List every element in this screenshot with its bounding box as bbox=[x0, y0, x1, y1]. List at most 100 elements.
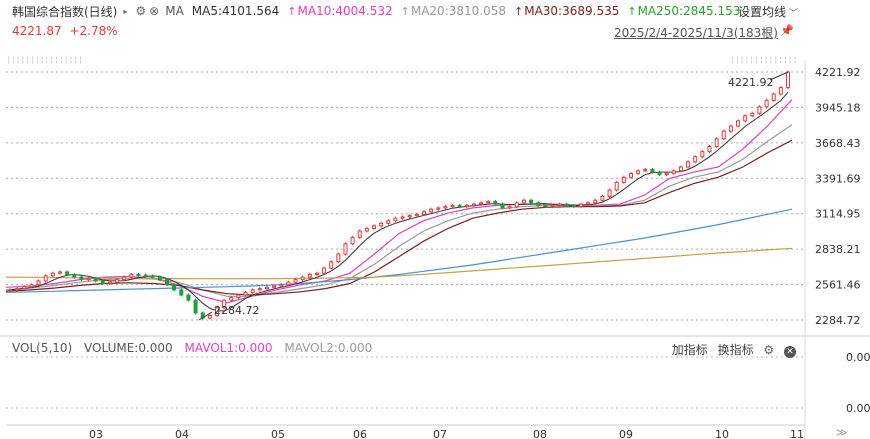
candle-body bbox=[100, 280, 105, 284]
candle-body bbox=[222, 299, 227, 309]
chevron-down-icon: ﹀ bbox=[788, 9, 798, 19]
low-arrow bbox=[198, 311, 213, 321]
candle-body bbox=[571, 204, 576, 208]
candle-body bbox=[593, 199, 598, 204]
candle-body bbox=[429, 208, 434, 213]
ma-line-ma120 bbox=[5, 208, 793, 293]
candle-body bbox=[664, 172, 669, 176]
candle-body bbox=[250, 289, 255, 293]
candle-body bbox=[300, 276, 305, 281]
candle-body bbox=[214, 307, 219, 316]
candle-body bbox=[643, 169, 648, 172]
vol-tick-label: 0.00 bbox=[846, 351, 870, 364]
indicator-tools: 加指标 换指标 ⚙ ✕ bbox=[666, 341, 796, 358]
add-indicator-button[interactable]: 加指标 bbox=[671, 343, 708, 357]
candle-body bbox=[414, 213, 419, 217]
candle-body bbox=[450, 204, 455, 208]
candle-body bbox=[486, 201, 491, 204]
month-label: 11 bbox=[790, 428, 804, 439]
candle-body bbox=[557, 203, 562, 206]
low-annotation: 2284.72 bbox=[214, 304, 260, 317]
ma250-value: ↑MA250:2845.153 bbox=[627, 4, 741, 18]
candle-body bbox=[293, 279, 298, 283]
scroll-right-icon: ≫ bbox=[836, 426, 848, 439]
candle-body bbox=[93, 277, 98, 282]
candle-body bbox=[750, 112, 755, 117]
month-label: 05 bbox=[271, 428, 285, 439]
candle-body bbox=[107, 281, 112, 284]
candle-body bbox=[514, 202, 519, 208]
candle-body bbox=[714, 138, 719, 147]
candle-body bbox=[343, 243, 348, 255]
close-icon[interactable]: ✕ bbox=[784, 346, 796, 358]
ma-line-ma20 bbox=[5, 124, 793, 297]
candle-body bbox=[493, 201, 498, 205]
candle-body bbox=[357, 230, 362, 238]
candle-body bbox=[36, 280, 41, 286]
candle-body bbox=[43, 275, 48, 282]
candle-body bbox=[764, 99, 769, 108]
month-label: 06 bbox=[353, 428, 367, 439]
candle-body bbox=[65, 271, 70, 276]
candle-body bbox=[136, 274, 141, 277]
candle-body bbox=[165, 279, 170, 286]
expand-caret-icon[interactable]: ▸ bbox=[123, 6, 128, 16]
candle-body bbox=[350, 236, 355, 245]
month-label: 07 bbox=[433, 428, 447, 439]
candle-body bbox=[15, 288, 20, 291]
candle-body bbox=[129, 274, 134, 278]
change-percent: +2.78% bbox=[69, 24, 118, 38]
candle-body bbox=[521, 199, 526, 204]
index-name[interactable]: 韩国综合指数(日线) bbox=[12, 4, 118, 19]
volume-value: VOLUME:0.000 bbox=[84, 341, 173, 355]
volume-header: VOL(5,10) VOLUME:0.000 MAVOL1:0.000 MAVO… bbox=[12, 341, 380, 355]
candle-body bbox=[678, 166, 683, 172]
candle-body bbox=[778, 87, 783, 95]
candle-body bbox=[536, 202, 541, 206]
month-label: 09 bbox=[619, 428, 633, 439]
candle-body bbox=[736, 120, 741, 127]
candle-body bbox=[157, 276, 162, 281]
pin-icon[interactable]: 📌 bbox=[780, 24, 794, 37]
candle-body bbox=[700, 151, 705, 158]
candle-body bbox=[650, 169, 655, 173]
candle-body bbox=[257, 288, 262, 291]
candle-body bbox=[721, 130, 726, 140]
candle-body bbox=[29, 284, 34, 288]
candle-body bbox=[457, 204, 462, 208]
candle-body bbox=[614, 181, 619, 191]
candle-body bbox=[786, 71, 790, 89]
candle-body bbox=[272, 285, 277, 288]
candle-body bbox=[407, 215, 412, 218]
close-icon[interactable]: ⊗ bbox=[149, 4, 160, 18]
month-label: 03 bbox=[89, 428, 103, 439]
candle-body bbox=[728, 125, 733, 132]
switch-indicator-button[interactable]: 换指标 bbox=[717, 343, 754, 357]
ma30-value: ↑MA30:3689.535 bbox=[514, 4, 620, 18]
candle-body bbox=[329, 261, 334, 269]
candle-body bbox=[421, 211, 426, 215]
mavol2-value: MAVOL2:0.000 bbox=[284, 341, 373, 355]
candle-body bbox=[586, 202, 591, 205]
gear-icon[interactable]: ⚙ bbox=[763, 343, 775, 357]
candle-body bbox=[436, 207, 441, 210]
candle-body bbox=[743, 115, 748, 122]
candle-body bbox=[757, 106, 762, 114]
candle-body bbox=[115, 279, 120, 283]
candle-body bbox=[207, 314, 212, 319]
candle-body bbox=[236, 294, 241, 299]
date-range[interactable]: 2025/2/4-2025/11/3(183根) bbox=[613, 26, 778, 40]
candle-body bbox=[636, 170, 641, 174]
candle-body bbox=[771, 93, 776, 101]
candle-body bbox=[322, 267, 327, 274]
gear-icon[interactable]: ⚙ bbox=[135, 4, 147, 18]
top-left-marker: ¦¦¦¦¦¦¦¦¦¦¦¦¦¦¦¦ bbox=[6, 55, 83, 64]
candle-body bbox=[579, 203, 584, 208]
candle-body bbox=[264, 286, 269, 290]
ma-settings-button[interactable]: 设置均线 ﹀ bbox=[737, 5, 798, 19]
price-tick-label: 4221.92 bbox=[815, 66, 861, 79]
candle-body bbox=[500, 203, 505, 209]
candle-body bbox=[393, 217, 398, 222]
price-tick-label: 2561.46 bbox=[815, 279, 861, 292]
